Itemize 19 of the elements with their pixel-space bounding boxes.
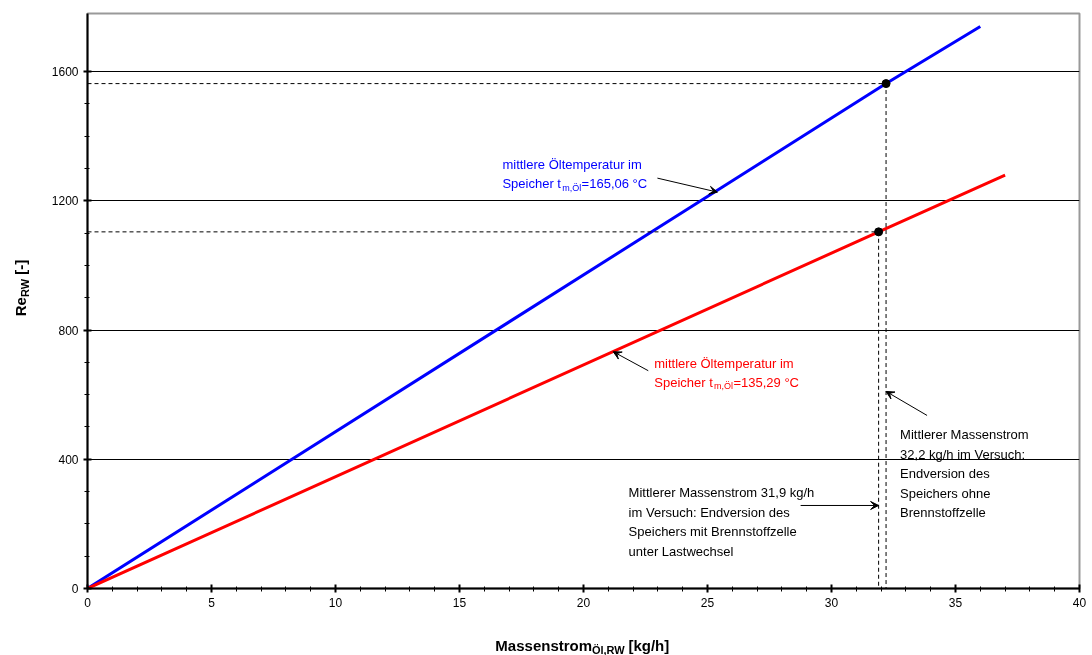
x-tick-label: 15 — [452, 595, 467, 610]
x-tick-label: 20 — [576, 595, 591, 610]
x-tick-label: 10 — [328, 595, 343, 610]
point — [874, 227, 884, 237]
point — [881, 79, 891, 89]
x-tick-label: 0 — [84, 595, 92, 610]
annotation: Mittlerer Massenstrom 31,9 kg/h im Versuch: Endversion des Speichers mit Brennstoffzelle unter Lastwechsel — [628, 485, 815, 559]
x-tick-label: 25 — [700, 595, 715, 610]
x-tick-label: 35 — [948, 595, 963, 610]
x-tick-label: 30 — [824, 595, 839, 610]
y-tick-label: 800 — [58, 323, 79, 338]
x-tick-label: 5 — [208, 595, 216, 610]
y-tick-label: 1600 — [51, 65, 79, 80]
annotation: Mittlerer Massenstrom 32,2 kg/h im Versuch: Endversion des Speichers ohne Brennstoffzelle — [900, 427, 1029, 521]
y-axis-title: ReRW [-] — [12, 259, 32, 317]
y-tick-label: 0 — [71, 582, 79, 596]
y-tick-label: 1200 — [51, 194, 79, 209]
x-tick-label: 40 — [1072, 595, 1087, 610]
y-tick-label: 400 — [58, 452, 79, 467]
